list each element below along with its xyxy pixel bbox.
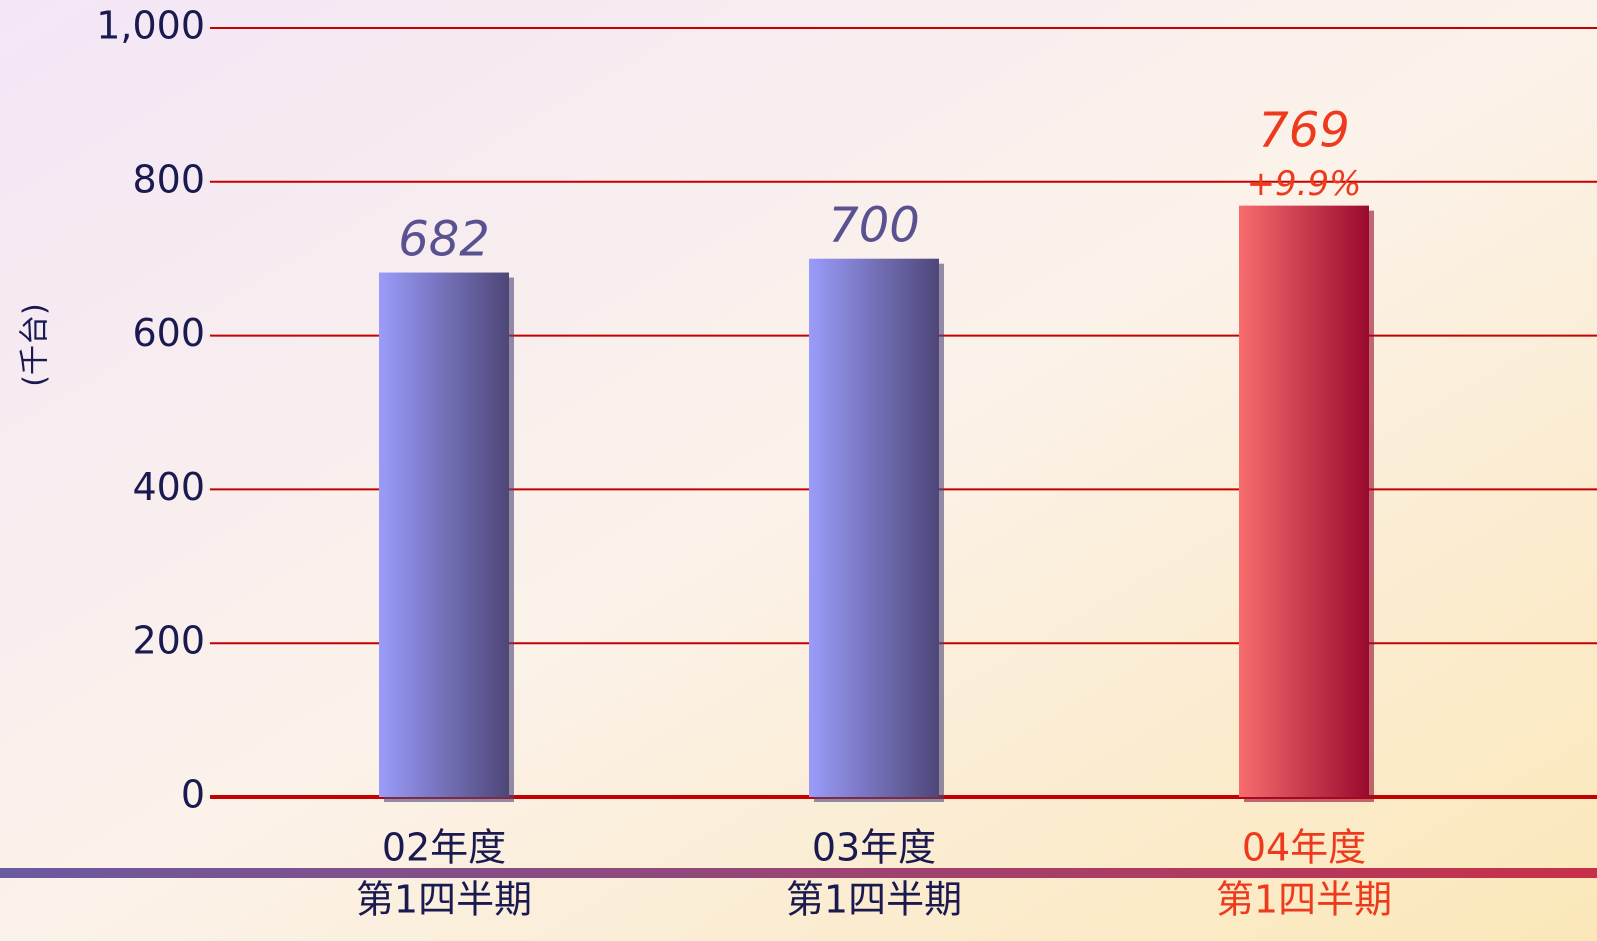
x-tick-label: 03年度	[812, 826, 936, 870]
y-tick-label: 1,000	[96, 4, 205, 48]
y-tick-label: 200	[132, 619, 205, 663]
bar	[379, 272, 509, 797]
x-tick-label: 04年度	[1242, 826, 1366, 870]
y-tick-label: 0	[181, 773, 205, 817]
y-tick-label: 400	[132, 465, 205, 509]
annotation: +9.9%	[1247, 164, 1362, 204]
footer-stripe	[0, 868, 1597, 878]
x-tick-label: 第1四半期	[356, 878, 532, 922]
value-label: 682	[398, 212, 490, 268]
value-label: 769	[1258, 103, 1350, 159]
y-tick-label: 600	[132, 311, 205, 355]
bar	[809, 258, 939, 797]
value-label: 700	[828, 198, 920, 254]
y-axis-label: (千台)	[18, 303, 53, 386]
x-tick-label: 02年度	[382, 826, 506, 870]
bar	[1239, 205, 1369, 797]
x-tick-label: 第1四半期	[786, 878, 962, 922]
x-tick-label: 第1四半期	[1216, 878, 1392, 922]
y-tick-label: 800	[132, 157, 205, 201]
